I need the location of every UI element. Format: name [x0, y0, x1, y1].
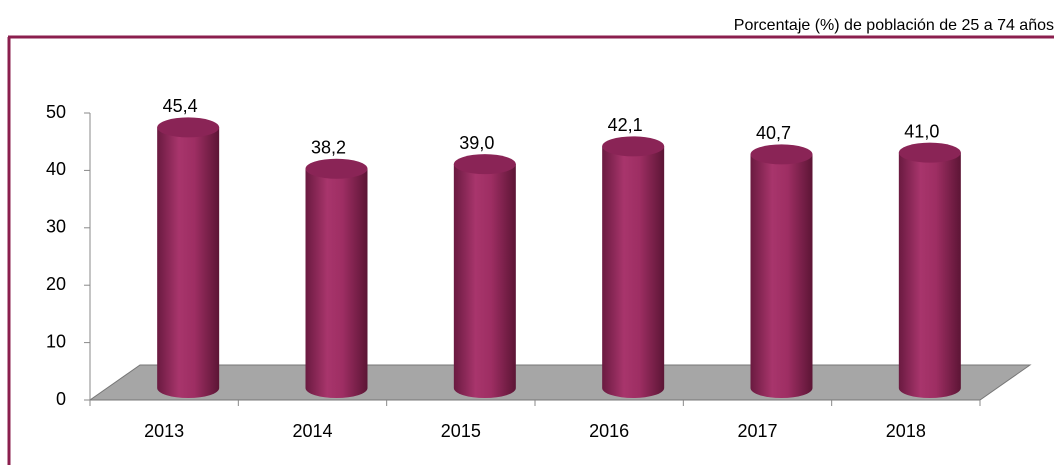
x-tick-label: 2016: [589, 421, 629, 441]
x-tick-label: 2014: [292, 421, 332, 441]
bar-top: [602, 136, 665, 157]
bar: [157, 127, 220, 399]
x-tick-label: 2013: [144, 421, 184, 441]
value-label: 41,0: [904, 121, 939, 141]
bar-top: [157, 117, 220, 138]
bar-top: [305, 158, 368, 179]
x-tick-label: 2017: [737, 421, 777, 441]
value-label: 38,2: [311, 137, 346, 157]
value-label: 40,7: [756, 123, 791, 143]
x-tick-label: 2015: [441, 421, 481, 441]
bar: [750, 154, 813, 398]
bar: [602, 146, 665, 398]
y-tick-label: 30: [46, 217, 66, 237]
bar: [305, 168, 368, 398]
bar: [453, 164, 516, 398]
value-label: 45,4: [163, 96, 198, 116]
bar-top: [453, 154, 516, 175]
bar: [898, 152, 961, 398]
y-tick-label: 20: [46, 274, 66, 294]
value-label: 39,0: [459, 133, 494, 153]
floor: [88, 364, 1032, 401]
y-tick-label: 50: [46, 102, 66, 122]
bar-top: [750, 144, 813, 165]
x-tick-label: 2018: [886, 421, 926, 441]
y-tick-label: 10: [46, 331, 66, 351]
value-label: 42,1: [608, 115, 643, 135]
y-tick-label: 0: [56, 389, 66, 409]
bar-top: [898, 142, 961, 163]
chart-subtitle: Porcentaje (%) de población de 25 a 74 a…: [734, 17, 1054, 34]
y-tick-label: 40: [46, 159, 66, 179]
